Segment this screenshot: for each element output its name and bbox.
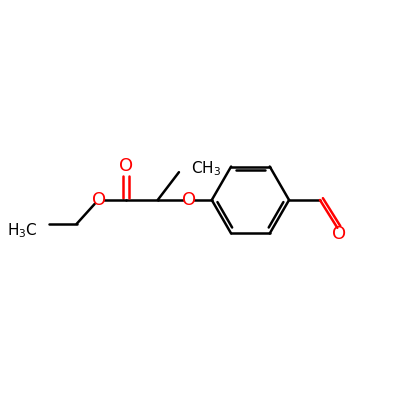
Text: O: O bbox=[92, 191, 106, 209]
Text: H$_3$C: H$_3$C bbox=[7, 222, 38, 240]
Text: CH$_3$: CH$_3$ bbox=[191, 159, 222, 178]
Text: O: O bbox=[182, 191, 196, 209]
Text: O: O bbox=[119, 157, 133, 175]
Text: O: O bbox=[332, 225, 346, 243]
